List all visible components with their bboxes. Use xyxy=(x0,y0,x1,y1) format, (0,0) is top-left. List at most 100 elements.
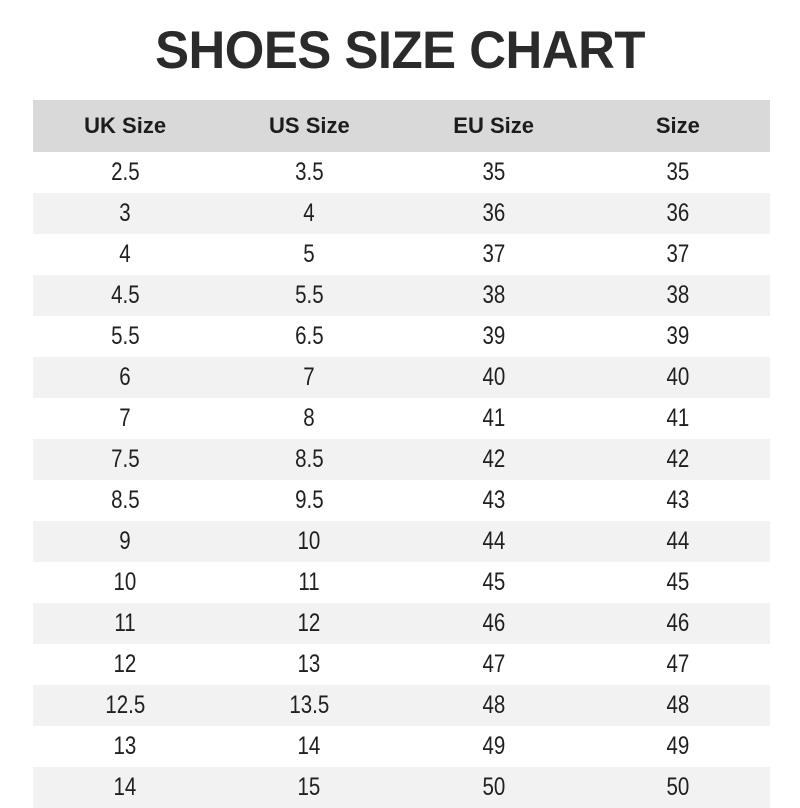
cell-uk-size: 12.5 xyxy=(33,685,218,726)
cell-value: 39 xyxy=(666,322,690,350)
cell-us-size: 4 xyxy=(217,193,402,234)
cell-eu-size: 38 xyxy=(401,275,586,316)
cell-value: 12 xyxy=(297,609,321,637)
table-row: 2.5 3.5 35 35 xyxy=(33,152,770,193)
cell-eu-size: 37 xyxy=(401,234,586,275)
cell-value: 44 xyxy=(482,527,506,555)
cell-value: 2.5 xyxy=(110,158,140,186)
cell-value: 5.5 xyxy=(110,322,140,350)
cell-value: 35 xyxy=(666,158,690,186)
cell-value: 11 xyxy=(114,609,136,637)
cell-value: 6 xyxy=(119,363,131,391)
cell-size: 38 xyxy=(585,275,770,316)
table-row: 5.5 6.5 39 39 xyxy=(33,316,770,357)
cell-uk-size: 12 xyxy=(33,644,218,685)
cell-value: 4 xyxy=(303,199,316,227)
cell-us-size: 6.5 xyxy=(217,316,402,357)
cell-us-size: 10 xyxy=(217,521,402,562)
cell-eu-size: 36 xyxy=(401,193,586,234)
cell-size: 39 xyxy=(585,316,770,357)
table-row: 4.5 5.5 38 38 xyxy=(33,275,770,316)
cell-value: 7.5 xyxy=(110,445,140,473)
cell-value: 7 xyxy=(119,404,131,432)
table-row: 11 12 46 46 xyxy=(33,603,770,644)
cell-uk-size: 4 xyxy=(33,234,218,275)
cell-value: 46 xyxy=(482,609,506,637)
cell-size: 36 xyxy=(585,193,770,234)
cell-eu-size: 45 xyxy=(401,562,586,603)
cell-us-size: 7 xyxy=(217,357,402,398)
cell-uk-size: 2.5 xyxy=(33,152,218,193)
cell-value: 11 xyxy=(298,568,321,596)
column-header-eu-size-label: EU Size xyxy=(453,113,534,138)
cell-eu-size: 40 xyxy=(401,357,586,398)
cell-value: 43 xyxy=(666,486,690,514)
table-header-row: UK Size US Size EU Size Size xyxy=(33,100,770,152)
column-header-eu-size: EU Size xyxy=(401,100,586,152)
cell-eu-size: 35 xyxy=(401,152,586,193)
cell-value: 40 xyxy=(666,363,690,391)
cell-value: 40 xyxy=(482,363,506,391)
cell-value: 3.5 xyxy=(295,158,324,186)
cell-uk-size: 6 xyxy=(33,357,218,398)
cell-eu-size: 47 xyxy=(401,644,586,685)
table-row: 13 14 49 49 xyxy=(33,726,770,767)
table-row: 10 11 45 45 xyxy=(33,562,770,603)
table-row: 8.5 9.5 43 43 xyxy=(33,480,770,521)
cell-uk-size: 4.5 xyxy=(33,275,218,316)
cell-us-size: 8 xyxy=(217,398,402,439)
cell-value: 9.5 xyxy=(295,486,324,514)
cell-us-size: 5.5 xyxy=(217,275,402,316)
cell-us-size: 3.5 xyxy=(217,152,402,193)
cell-size: 43 xyxy=(585,480,770,521)
cell-eu-size: 44 xyxy=(401,521,586,562)
cell-value: 37 xyxy=(482,240,506,268)
cell-value: 49 xyxy=(482,732,506,760)
cell-value: 36 xyxy=(482,199,506,227)
cell-value: 41 xyxy=(666,404,690,432)
cell-value: 42 xyxy=(666,445,690,473)
cell-value: 47 xyxy=(482,650,506,678)
cell-size: 49 xyxy=(585,726,770,767)
cell-value: 10 xyxy=(113,568,137,596)
cell-uk-size: 3 xyxy=(33,193,218,234)
cell-us-size: 13.5 xyxy=(217,685,402,726)
cell-value: 6.5 xyxy=(295,322,324,350)
cell-us-size: 12 xyxy=(217,603,402,644)
column-header-size-label: Size xyxy=(655,113,700,138)
cell-value: 12.5 xyxy=(105,691,146,719)
cell-us-size: 13 xyxy=(217,644,402,685)
table-row: 9 10 44 44 xyxy=(33,521,770,562)
shoe-size-table: UK Size US Size EU Size Size 2.5 3.5 35 … xyxy=(33,100,770,808)
cell-value: 45 xyxy=(482,568,506,596)
cell-size: 37 xyxy=(585,234,770,275)
cell-uk-size: 5.5 xyxy=(33,316,218,357)
cell-value: 15 xyxy=(297,773,321,801)
table-row: 7 8 41 41 xyxy=(33,398,770,439)
table-row: 12 13 47 47 xyxy=(33,644,770,685)
cell-value: 14 xyxy=(113,773,137,801)
column-header-uk-size: UK Size xyxy=(33,100,218,152)
cell-size: 44 xyxy=(585,521,770,562)
cell-us-size: 8.5 xyxy=(217,439,402,480)
cell-value: 50 xyxy=(666,773,690,801)
cell-value: 13 xyxy=(113,732,137,760)
cell-value: 38 xyxy=(482,281,506,309)
cell-eu-size: 50 xyxy=(401,767,586,808)
cell-value: 5.5 xyxy=(295,281,324,309)
column-header-uk-size-label: UK Size xyxy=(84,113,167,138)
cell-value: 13 xyxy=(297,650,321,678)
cell-value: 7 xyxy=(303,363,316,391)
cell-uk-size: 9 xyxy=(33,521,218,562)
cell-value: 5 xyxy=(303,240,316,268)
cell-size: 42 xyxy=(585,439,770,480)
cell-value: 49 xyxy=(666,732,690,760)
column-header-us-size: US Size xyxy=(217,100,402,152)
cell-value: 12 xyxy=(113,650,137,678)
column-header-us-size-label: US Size xyxy=(269,113,350,138)
cell-us-size: 11 xyxy=(217,562,402,603)
cell-value: 8.5 xyxy=(295,445,324,473)
cell-value: 48 xyxy=(482,691,506,719)
cell-uk-size: 7 xyxy=(33,398,218,439)
